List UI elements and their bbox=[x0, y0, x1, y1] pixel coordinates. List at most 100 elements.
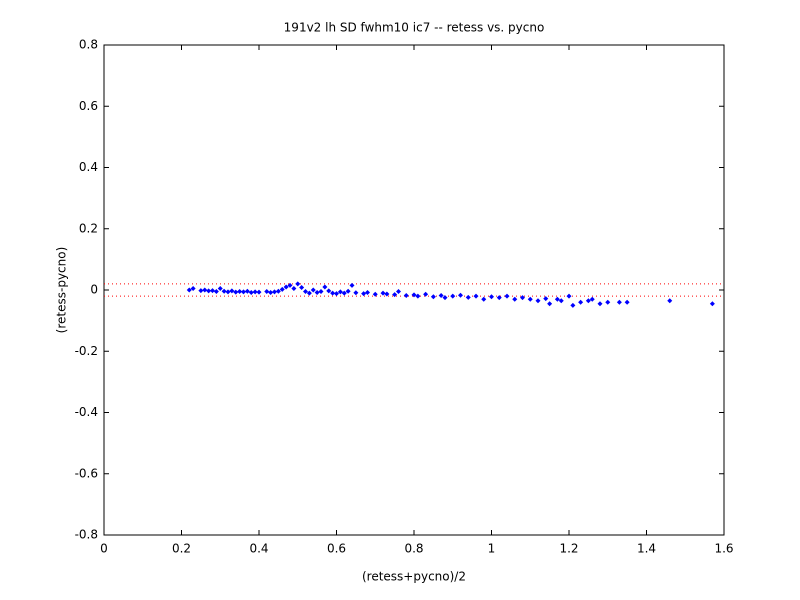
data-point bbox=[527, 296, 533, 302]
data-point bbox=[291, 285, 297, 291]
x-tick-label: 0.6 bbox=[327, 542, 346, 556]
data-point bbox=[190, 285, 196, 291]
data-point bbox=[554, 296, 560, 302]
data-point bbox=[384, 291, 390, 297]
data-point bbox=[198, 288, 204, 294]
data-point bbox=[372, 291, 378, 297]
data-point bbox=[438, 293, 444, 299]
data-point bbox=[392, 292, 398, 298]
data-point bbox=[210, 288, 215, 294]
data-point bbox=[504, 293, 510, 299]
data-point bbox=[252, 289, 258, 295]
data-point bbox=[303, 289, 308, 295]
data-point bbox=[667, 298, 673, 304]
data-point bbox=[330, 290, 336, 296]
data-point bbox=[597, 301, 603, 307]
data-point bbox=[380, 290, 386, 296]
data-point bbox=[310, 287, 316, 293]
data-point bbox=[624, 299, 630, 305]
x-tick-label: 1.6 bbox=[714, 542, 733, 556]
y-tick-label: 0.2 bbox=[79, 221, 98, 235]
x-tick-label: 0.8 bbox=[404, 542, 423, 556]
data-point bbox=[458, 292, 463, 298]
data-point bbox=[489, 294, 494, 300]
data-point bbox=[585, 298, 591, 304]
data-point bbox=[570, 302, 576, 308]
x-tick-label: 1.4 bbox=[637, 542, 656, 556]
data-point bbox=[264, 289, 270, 295]
data-point bbox=[543, 296, 549, 302]
data-point bbox=[295, 281, 301, 287]
data-point bbox=[345, 288, 351, 294]
y-tick-label: -0.2 bbox=[75, 344, 98, 358]
data-point bbox=[287, 282, 293, 288]
data-point bbox=[512, 296, 518, 302]
data-point bbox=[547, 301, 553, 307]
data-point bbox=[361, 291, 367, 297]
data-point bbox=[481, 296, 487, 302]
data-point bbox=[202, 287, 208, 293]
data-point bbox=[465, 294, 471, 300]
data-point bbox=[430, 294, 436, 300]
x-tick-label: 0.2 bbox=[172, 542, 191, 556]
data-point bbox=[450, 293, 456, 299]
data-point bbox=[306, 290, 312, 296]
data-point bbox=[283, 284, 289, 290]
data-point bbox=[275, 288, 281, 294]
data-point bbox=[558, 298, 564, 304]
data-point bbox=[225, 289, 231, 295]
chart-title: 191v2 lh SD fwhm10 ic7 -- retess vs. pyc… bbox=[284, 21, 545, 35]
y-tick-label: 0.4 bbox=[79, 160, 98, 174]
data-point bbox=[326, 288, 332, 294]
data-point bbox=[314, 289, 320, 295]
data-point bbox=[496, 295, 502, 301]
data-point bbox=[248, 289, 254, 295]
x-tick-label: 0 bbox=[100, 542, 108, 556]
data-point bbox=[423, 291, 429, 297]
data-point bbox=[473, 293, 479, 299]
data-point bbox=[337, 289, 343, 295]
data-point bbox=[415, 293, 421, 299]
data-point bbox=[268, 289, 274, 295]
data-point bbox=[605, 299, 611, 305]
data-point bbox=[256, 289, 262, 295]
x-tick-label: 1.2 bbox=[559, 542, 578, 556]
data-point bbox=[186, 287, 192, 293]
data-point bbox=[709, 301, 715, 307]
data-point bbox=[213, 289, 219, 295]
y-tick-label: -0.4 bbox=[75, 405, 98, 419]
y-tick-label: 0 bbox=[90, 283, 98, 297]
data-point bbox=[272, 289, 277, 295]
data-point bbox=[353, 290, 359, 296]
y-tick-label: -0.8 bbox=[75, 528, 98, 542]
data-point bbox=[279, 286, 285, 292]
data-point bbox=[334, 291, 339, 297]
data-point bbox=[365, 289, 370, 295]
y-tick-label: 0.6 bbox=[79, 99, 98, 113]
data-point bbox=[442, 295, 448, 301]
data-point bbox=[229, 288, 235, 294]
data-point bbox=[341, 290, 347, 296]
data-point bbox=[244, 288, 250, 294]
data-point bbox=[349, 282, 355, 288]
data-point bbox=[616, 299, 622, 305]
x-tick-label: 0.4 bbox=[249, 542, 268, 556]
y-tick-label: 0.8 bbox=[79, 38, 98, 52]
data-point bbox=[396, 289, 401, 295]
data-point bbox=[206, 288, 212, 294]
data-point bbox=[589, 296, 595, 302]
data-point bbox=[535, 298, 541, 304]
x-tick-label: 1 bbox=[488, 542, 496, 556]
data-point bbox=[233, 289, 239, 295]
data-point bbox=[318, 289, 324, 295]
data-point bbox=[411, 292, 417, 298]
data-point bbox=[566, 293, 572, 299]
data-point bbox=[221, 288, 227, 294]
data-point bbox=[578, 299, 584, 305]
data-point bbox=[403, 293, 409, 299]
x-axis-label: (retess+pycno)/2 bbox=[362, 570, 466, 584]
data-point bbox=[237, 289, 243, 295]
plot-area bbox=[103, 44, 725, 536]
data-point bbox=[241, 289, 246, 295]
